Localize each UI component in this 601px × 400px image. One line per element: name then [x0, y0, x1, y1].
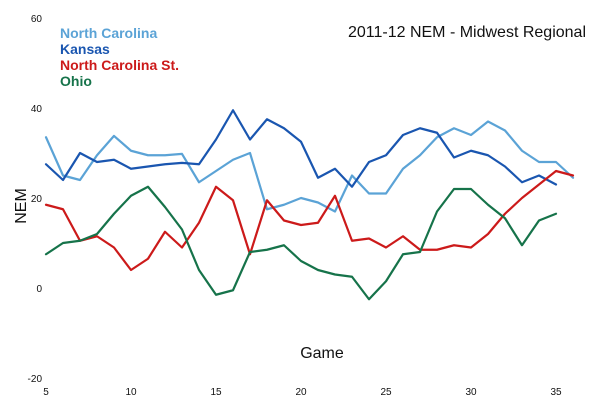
legend-entry-ohio: Ohio	[60, 73, 92, 89]
x-axis-ticks: 5 10 15 20 25 30 35	[43, 387, 562, 398]
x-tick-label: 5	[43, 387, 49, 398]
y-axis-ticks: -20 0 20 40 60	[28, 14, 43, 385]
legend-entry-kansas: Kansas	[60, 41, 110, 57]
x-axis-title: Game	[300, 345, 344, 362]
y-tick-label: -20	[28, 374, 43, 385]
x-tick-label: 25	[380, 387, 392, 398]
x-tick-label: 30	[465, 387, 477, 398]
y-tick-label: 0	[36, 284, 42, 295]
y-tick-label: 40	[31, 104, 43, 115]
legend-entry-north-carolina: North Carolina	[60, 25, 157, 41]
x-tick-label: 15	[210, 387, 222, 398]
x-tick-label: 35	[550, 387, 562, 398]
series-line-north-carolina-st	[44, 169, 575, 272]
chart-title: 2011-12 NEM - Midwest Regional	[348, 24, 586, 41]
series-line-north-carolina	[44, 120, 575, 213]
legend-entry-north-carolina-st: North Carolina St.	[60, 57, 179, 73]
y-tick-label: 60	[31, 14, 43, 25]
y-tick-label: 20	[31, 194, 43, 205]
series-line-kansas	[44, 109, 558, 188]
series-lines	[44, 109, 575, 301]
series-line-ohio	[44, 185, 558, 301]
x-tick-label: 20	[295, 387, 307, 398]
x-tick-label: 10	[125, 387, 137, 398]
y-axis-title: NEM	[13, 188, 30, 224]
